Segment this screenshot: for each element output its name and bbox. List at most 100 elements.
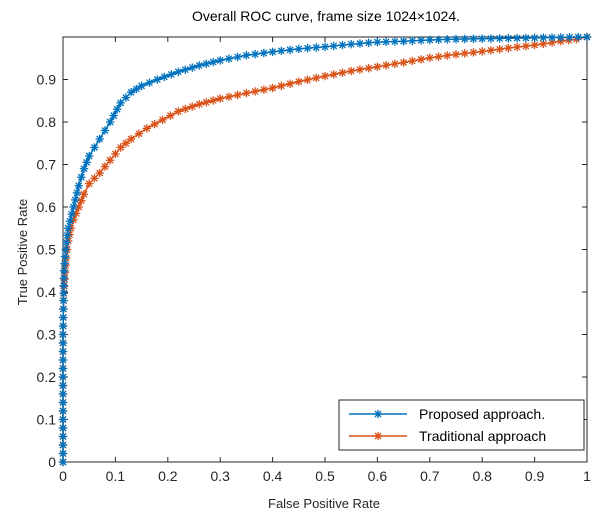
- series-marker: [521, 33, 531, 43]
- series-marker: [72, 188, 82, 198]
- series-marker: [181, 65, 190, 74]
- series-marker: [137, 81, 146, 91]
- series-marker: [181, 104, 190, 114]
- series-marker: [451, 50, 461, 59]
- series-marker: [277, 81, 286, 91]
- series-marker: [105, 117, 115, 127]
- series-marker: [109, 111, 118, 120]
- series-marker: [126, 88, 136, 97]
- series-marker: [202, 59, 211, 68]
- series-marker: [58, 347, 68, 356]
- series-marker: [469, 34, 478, 44]
- series-marker: [312, 43, 321, 52]
- x-tick-label: 0: [59, 468, 67, 484]
- series-marker: [65, 216, 75, 226]
- series-marker: [451, 34, 461, 44]
- series-marker: [504, 43, 513, 53]
- y-tick-label: 0.3: [37, 327, 57, 343]
- series-marker: [58, 355, 68, 365]
- series-marker: [364, 38, 373, 48]
- series-marker: [547, 33, 557, 42]
- series-marker: [77, 196, 86, 205]
- series-marker: [443, 51, 452, 60]
- series-marker: [153, 75, 162, 84]
- legend-marker: [373, 409, 383, 419]
- x-tick-label: 0.9: [525, 468, 545, 484]
- series-marker: [478, 34, 487, 43]
- series-marker: [174, 107, 183, 116]
- series-marker: [64, 224, 73, 233]
- plot-frame: [62, 36, 588, 463]
- series-marker: [416, 36, 426, 45]
- series-marker: [150, 119, 159, 129]
- series-marker: [268, 47, 277, 57]
- series-marker: [100, 162, 110, 171]
- series-marker: [495, 34, 504, 43]
- y-tick-label: 0.1: [37, 412, 57, 428]
- series-marker: [259, 48, 269, 58]
- series-marker: [512, 42, 522, 52]
- series-marker: [95, 168, 104, 178]
- series-marker: [90, 174, 99, 183]
- x-tick-label: 0.8: [472, 468, 492, 484]
- series-marker: [85, 179, 94, 188]
- series-marker: [126, 134, 136, 144]
- series-marker: [100, 126, 110, 135]
- x-tick-label: 0.7: [420, 468, 440, 484]
- series-marker: [59, 281, 68, 290]
- series-marker: [469, 48, 478, 57]
- series-marker: [233, 52, 242, 62]
- series-marker: [329, 41, 338, 51]
- y-tick-label: 0.6: [37, 199, 57, 215]
- plot-area: 0 0.1 0.2 0.3 0.4 0.5 0.6 0.7 0.8 0.9 1 0 0.1 0.2 0.3 0…: [37, 32, 592, 484]
- series-marker: [434, 52, 443, 61]
- series-marker: [390, 59, 400, 69]
- series-marker: [504, 34, 513, 43]
- series-marker: [259, 85, 269, 94]
- series-marker: [364, 63, 373, 73]
- series-marker: [242, 51, 251, 60]
- series-marker: [60, 259, 69, 268]
- series-marker: [58, 389, 68, 399]
- x-tick-label: 1: [583, 468, 591, 484]
- legend-label: Traditional approach: [419, 428, 546, 444]
- series-marker: [188, 63, 197, 72]
- series-marker: [408, 56, 417, 66]
- series-marker: [285, 79, 295, 88]
- series-marker: [74, 181, 83, 190]
- series-marker: [250, 87, 260, 96]
- series-marker: [58, 415, 68, 424]
- series-marker: [285, 45, 295, 55]
- x-tick-label: 0.5: [315, 468, 335, 484]
- series-marker: [303, 43, 312, 53]
- series-marker: [59, 304, 68, 314]
- y-tick-label: 0.9: [37, 72, 57, 88]
- series-marker: [425, 35, 434, 45]
- series-marker: [58, 338, 68, 348]
- series-marker: [277, 46, 286, 56]
- series-marker: [67, 209, 76, 219]
- y-tick-label: 0: [48, 454, 56, 470]
- series-marker: [58, 364, 68, 373]
- series-marker: [188, 102, 197, 111]
- series-marker: [582, 32, 592, 42]
- series-marker: [521, 41, 531, 51]
- y-tick-label: 0.4: [37, 284, 57, 300]
- series-marker: [121, 139, 131, 148]
- series-marker: [268, 83, 277, 93]
- series-marker: [320, 42, 330, 51]
- series-marker: [69, 202, 78, 212]
- y-tick-label: 0.5: [37, 242, 57, 258]
- series-marker: [116, 98, 125, 108]
- series-marker: [85, 151, 94, 161]
- y-tick-label: 0.2: [37, 369, 57, 385]
- series-marker: [58, 398, 68, 407]
- series-marker: [62, 238, 71, 247]
- legend-label: Proposed approach.: [419, 406, 545, 422]
- series-marker: [399, 58, 408, 67]
- series-marker: [294, 44, 303, 54]
- series-marker: [478, 47, 487, 56]
- series-marker: [166, 111, 175, 120]
